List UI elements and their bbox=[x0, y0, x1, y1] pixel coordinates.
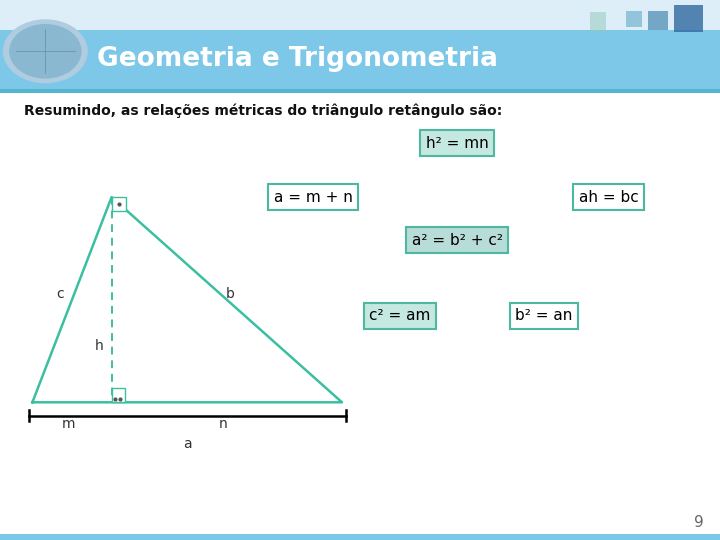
FancyBboxPatch shape bbox=[626, 11, 642, 27]
Text: ah = bc: ah = bc bbox=[579, 190, 638, 205]
Text: a = m + n: a = m + n bbox=[274, 190, 353, 205]
Text: a² = b² + c²: a² = b² + c² bbox=[412, 233, 503, 248]
FancyBboxPatch shape bbox=[0, 534, 720, 540]
Text: n: n bbox=[219, 417, 228, 431]
Text: h² = mn: h² = mn bbox=[426, 136, 489, 151]
Text: a: a bbox=[183, 437, 192, 451]
Bar bbox=[112, 388, 125, 402]
Circle shape bbox=[4, 20, 87, 83]
Text: b² = an: b² = an bbox=[515, 308, 572, 323]
FancyBboxPatch shape bbox=[674, 5, 703, 32]
FancyBboxPatch shape bbox=[0, 0, 720, 75]
Text: c² = am: c² = am bbox=[369, 308, 431, 323]
Text: h: h bbox=[95, 339, 104, 353]
Text: 9: 9 bbox=[693, 515, 703, 530]
Text: m: m bbox=[62, 417, 75, 431]
Text: c: c bbox=[56, 287, 63, 301]
Text: Resumindo, as relações métricas do triângulo retângulo são:: Resumindo, as relações métricas do triân… bbox=[24, 104, 502, 118]
Circle shape bbox=[10, 25, 81, 78]
FancyBboxPatch shape bbox=[648, 11, 668, 30]
FancyBboxPatch shape bbox=[590, 12, 606, 32]
Text: Geometria e Trigonometria: Geometria e Trigonometria bbox=[97, 46, 498, 72]
FancyBboxPatch shape bbox=[0, 89, 720, 93]
Bar bbox=[112, 197, 126, 211]
Text: b: b bbox=[226, 287, 235, 301]
FancyBboxPatch shape bbox=[0, 30, 720, 89]
